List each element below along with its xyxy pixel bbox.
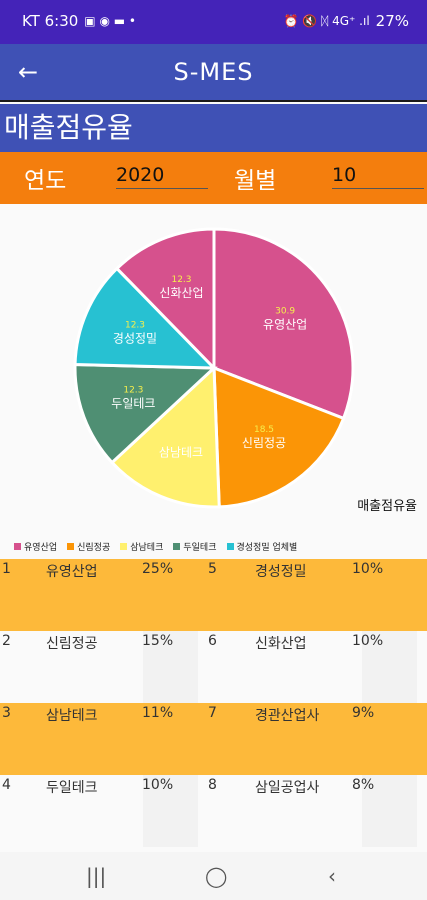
slice-name-label: 두일테크 [111,396,155,410]
pie-slice[interactable] [212,227,355,421]
home-button[interactable]: ◯ [205,864,228,888]
table-row: 1 유영산업 25% 5 경성정밀 10% [0,559,427,631]
table-cell-name: 경관산업사 [255,708,320,724]
table-cell-name: 삼남테크 [46,708,98,724]
month-label: 월별 [234,168,277,194]
back-arrow-icon[interactable]: ← [18,58,39,86]
pie-slice[interactable] [114,227,216,372]
table-row: 2 신림정공 15% 6 신화산업 10% [0,631,427,703]
table-cell-pct: 10% [142,777,174,793]
slice-name-label: 유영산업 [263,317,307,331]
legend-label: 유영산업 [24,543,58,553]
slice-value-label: 18.5 [254,425,274,435]
legend-swatch [67,543,75,550]
table-row: 3 삼남테크 11% 7 경관산업사 9% [0,703,427,775]
notification-icons: ▣ ◉ ▬ • [84,14,136,28]
pie-chart: 30.9 유영산업 18.5 신림정공 삼남테크 12.3 두일테크 12.3 경성정밀 12.3… [0,204,427,559]
year-label: 연도 [24,168,67,194]
table-cell-name: 경성정밀 [255,564,307,580]
legend-swatch [226,543,234,550]
pie-slice[interactable] [212,365,346,509]
app-title: S-MES [173,58,254,86]
slice-name-label: 신림정공 [242,436,286,450]
filter-row: 연도 2020 월별 10 [0,152,427,204]
chart-description: 매출점유율 [357,499,417,514]
table-cell-pct: 10% [352,633,384,649]
slice-value-label: 12.3 [123,385,143,395]
table-cell-pct: 11% [142,705,174,721]
nav-back-button[interactable]: ‹ [328,864,336,888]
table-cell-pct: 15% [142,633,174,649]
legend-item: 삼남테크 [120,540,163,553]
table-cell-name: 유영산업 [46,564,98,580]
legend-swatch [14,543,21,550]
legend-label: 경성정밀 업체별 [236,543,298,553]
table-cell-pct: 10% [352,561,384,577]
navigation-bar: ||| ◯ ‹ [0,852,427,900]
slice-value-label: 12.3 [125,321,145,331]
battery-level: 27% [375,12,409,30]
table-cell-name: 신림정공 [46,636,98,652]
table-cell-rank: 7 [208,705,217,721]
table-cell-rank: 6 [208,633,217,649]
recents-button[interactable]: ||| [86,864,107,888]
table-cell-rank: 8 [208,777,217,793]
column-band [362,631,417,703]
legend-item: 두일테크 [173,540,217,553]
table-cell-name: 두일테크 [46,780,98,796]
system-status-icons: ⏰ 🔇 ᛞ 4G⁺ .ıl [283,14,370,28]
column-band [362,775,417,847]
pie-chart-svg: 30.9유영산업18.5신림정공삼남테크12.3두일테크12.3경성정밀12.3… [73,227,355,509]
legend-item: 유영산업 [14,540,57,553]
pie-slice[interactable] [109,364,221,509]
table-cell-rank: 3 [2,705,11,721]
legend-label: 삼남테크 [130,543,164,553]
table-cell-name: 신화산업 [255,636,307,652]
table-cell-pct: 9% [352,705,375,721]
legend-item: 경성정밀 업체별 [226,540,298,553]
table-cell-name: 삼일공업사 [255,780,320,796]
legend-label: 두일테크 [183,543,217,553]
pie-slice[interactable] [73,362,218,465]
slice-name-label: 삼남테크 [159,446,203,460]
slice-value-label: 12.3 [171,275,191,285]
legend-label: 신림정공 [77,543,111,553]
slice-name-label: 경성정밀 [113,332,157,346]
column-band [143,631,198,703]
carrier-time: KT 6:30 [22,12,79,30]
legend-swatch [120,543,128,550]
table-row: 4 두일테크 10% 8 삼일공업사 8% [0,775,427,847]
year-field[interactable]: 2020 [116,164,208,189]
slice-value-label: 30.9 [275,306,295,316]
app-bar-divider [0,100,427,102]
ranking-table: 1 유영산업 25% 5 경성정밀 10% 2 신림정공 15% 6 신화산업 10% 3 삼남테크 11%… [0,559,427,847]
legend-swatch [173,543,181,550]
table-cell-rank: 2 [2,633,11,649]
column-band [143,775,198,847]
table-cell-pct: 25% [142,561,174,577]
page-title: 매출점유율 [0,104,427,152]
legend-item: 신림정공 [67,540,110,553]
table-cell-rank: 1 [2,561,11,577]
status-bar: KT 6:30 ▣ ◉ ▬ • ⏰ 🔇 ᛞ 4G⁺ .ıl 27% [0,0,427,44]
app-bar: ← S-MES [0,44,427,102]
chart-legend: 유영산업 신림정공 삼남테크 두일테크 경성정밀 업체별 [14,540,297,553]
table-cell-rank: 5 [208,561,217,577]
table-cell-pct: 8% [352,777,375,793]
pie-slice[interactable] [73,266,218,370]
month-field[interactable]: 10 [332,164,424,189]
slice-name-label: 신화산업 [159,286,203,300]
table-cell-rank: 4 [2,777,11,793]
